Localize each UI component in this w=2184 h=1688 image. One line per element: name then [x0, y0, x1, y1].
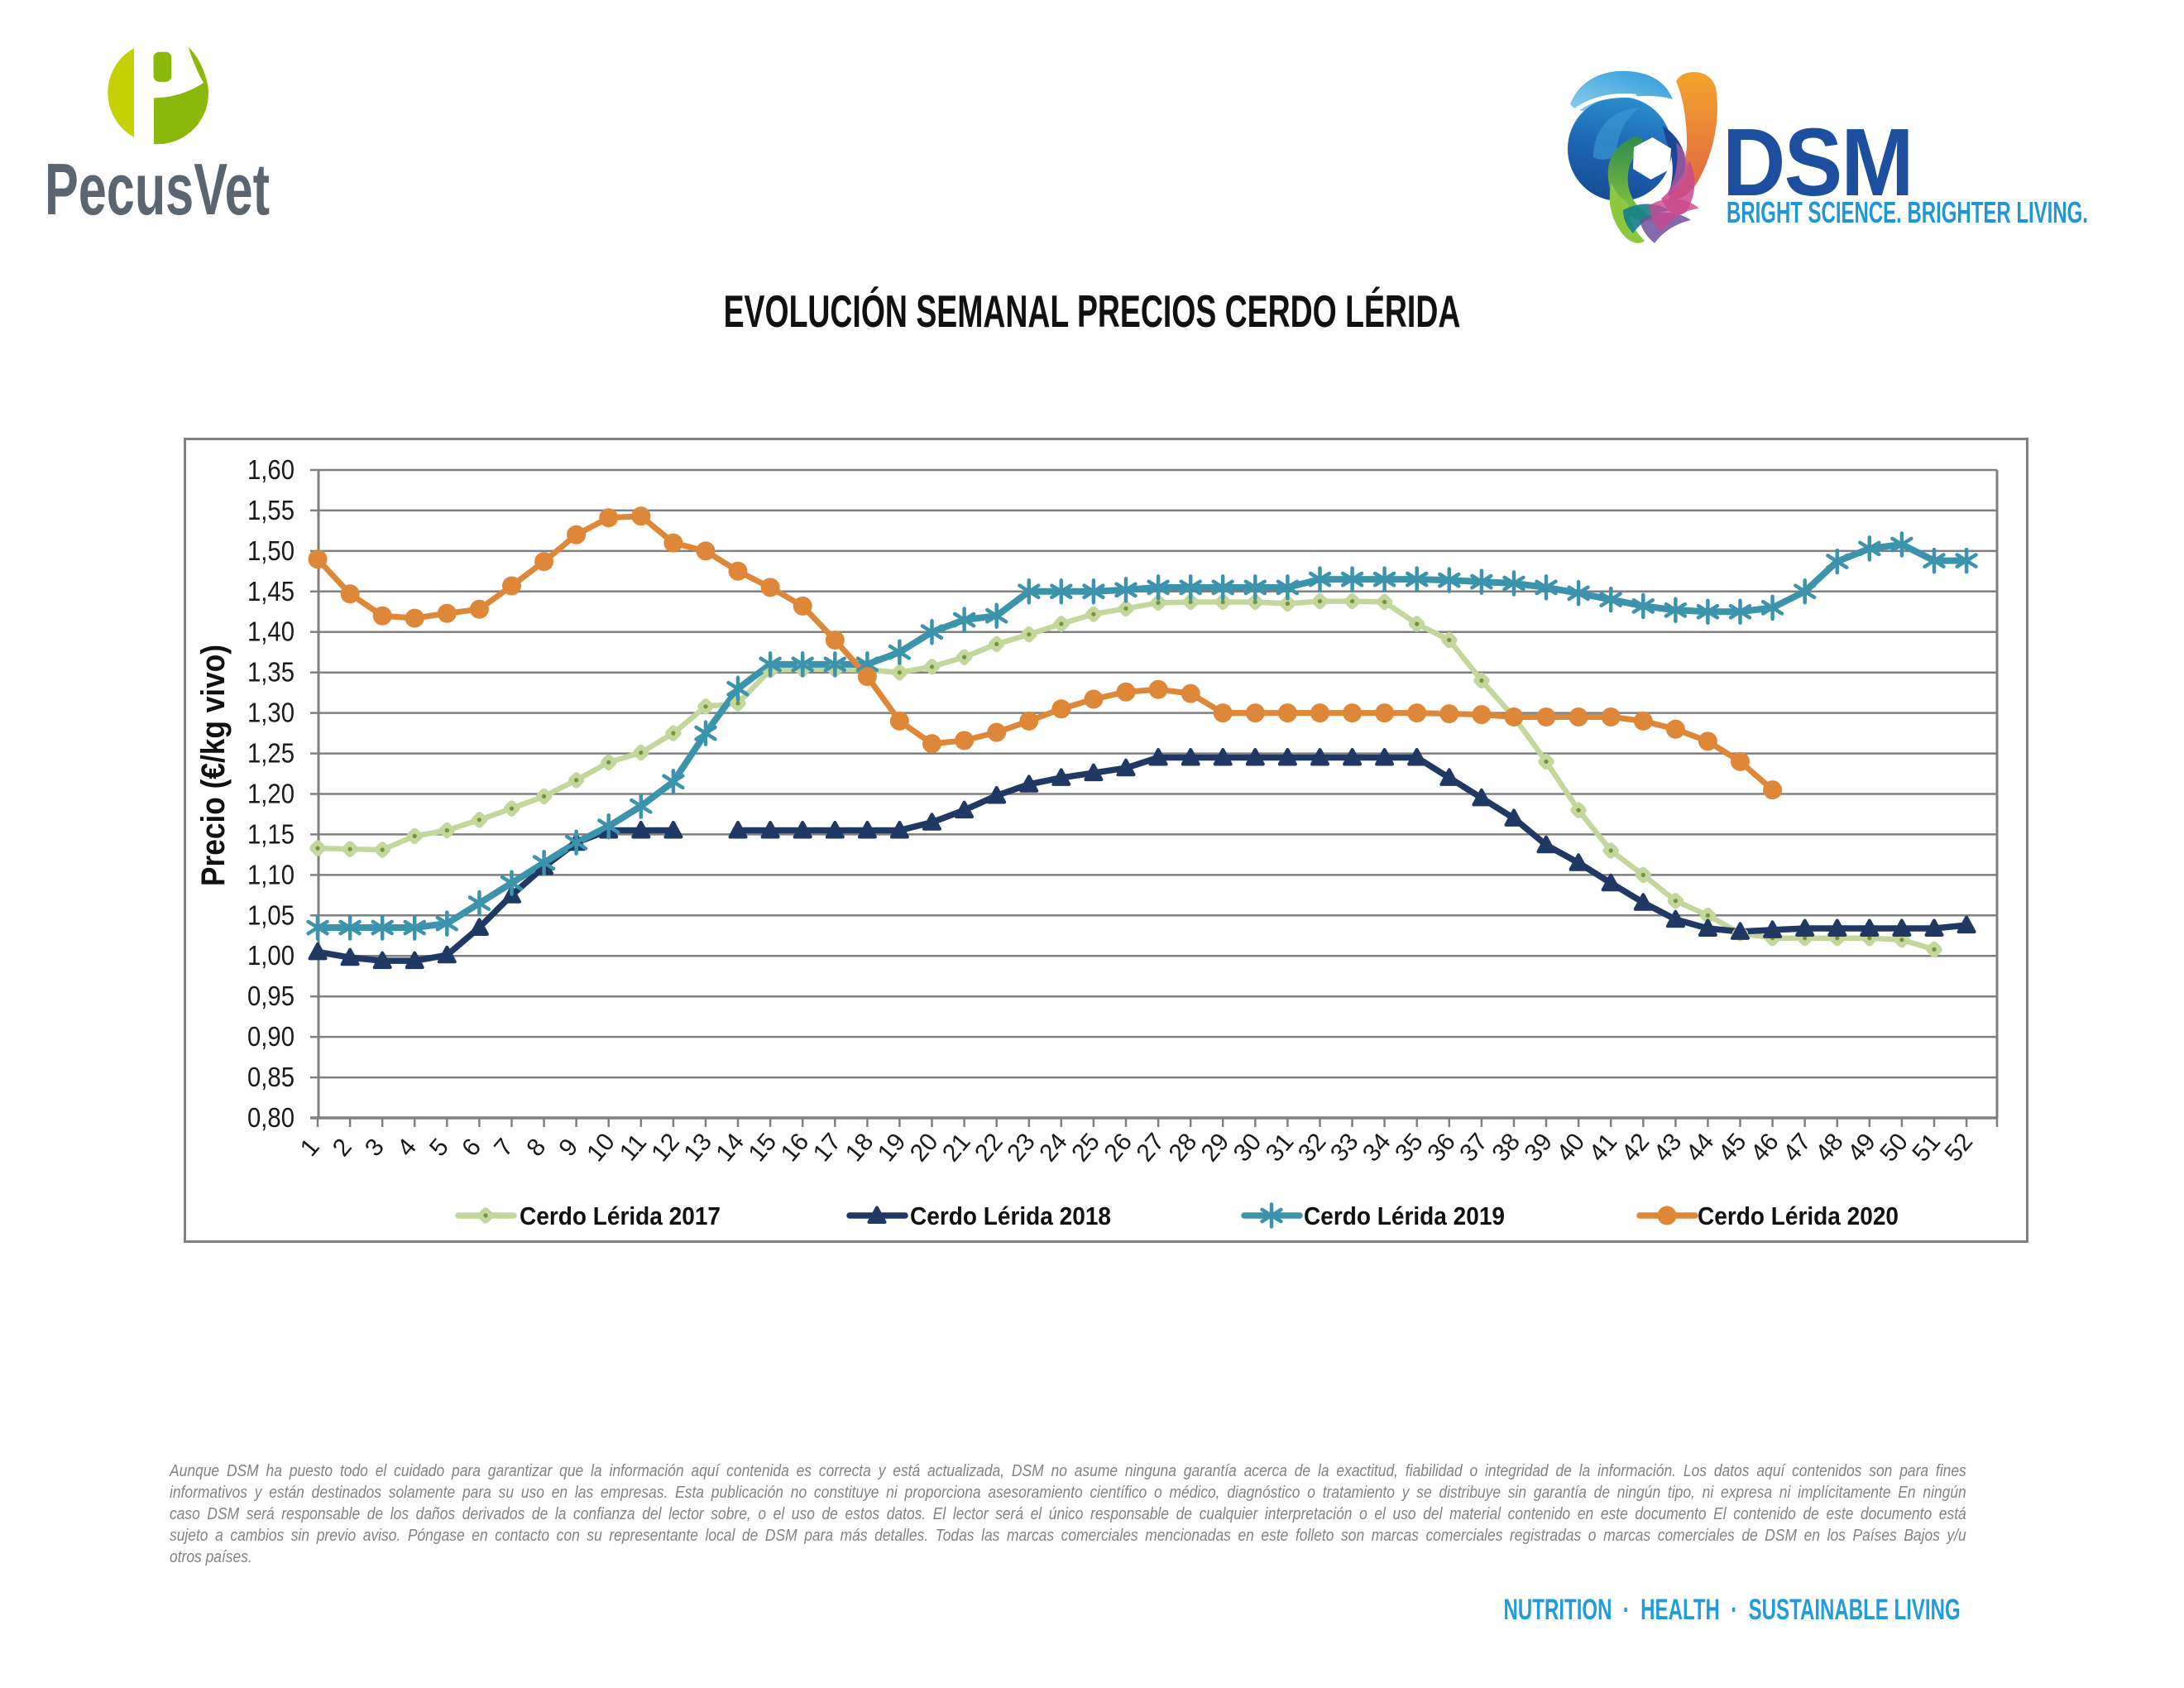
svg-text:Cerdo Lérida 2019: Cerdo Lérida 2019	[1304, 1201, 1505, 1230]
svg-text:1,25: 1,25	[247, 738, 295, 769]
svg-text:0,85: 0,85	[247, 1062, 295, 1092]
svg-text:1,60: 1,60	[247, 454, 295, 485]
svg-text:1,45: 1,45	[247, 576, 295, 607]
svg-text:0,80: 0,80	[247, 1102, 295, 1133]
svg-text:0,90: 0,90	[247, 1021, 295, 1052]
svg-text:Precio (€/kg vivo): Precio (€/kg vivo)	[195, 645, 232, 886]
svg-text:1,00: 1,00	[247, 940, 295, 971]
svg-text:1,05: 1,05	[247, 899, 295, 930]
svg-text:1,35: 1,35	[247, 657, 295, 688]
svg-text:Cerdo Lérida 2018: Cerdo Lérida 2018	[910, 1201, 1111, 1230]
svg-text:Cerdo Lérida 2020: Cerdo Lérida 2020	[1698, 1201, 1899, 1230]
svg-text:Cerdo Lérida 2017: Cerdo Lérida 2017	[520, 1201, 721, 1230]
svg-text:1,10: 1,10	[247, 859, 295, 890]
svg-text:1,55: 1,55	[247, 495, 295, 525]
svg-text:1,15: 1,15	[247, 818, 295, 849]
svg-text:1,40: 1,40	[247, 616, 295, 647]
svg-text:1,20: 1,20	[247, 779, 295, 809]
svg-text:0,95: 0,95	[247, 981, 295, 1011]
svg-text:1,50: 1,50	[247, 535, 295, 566]
svg-text:1,30: 1,30	[247, 698, 295, 728]
